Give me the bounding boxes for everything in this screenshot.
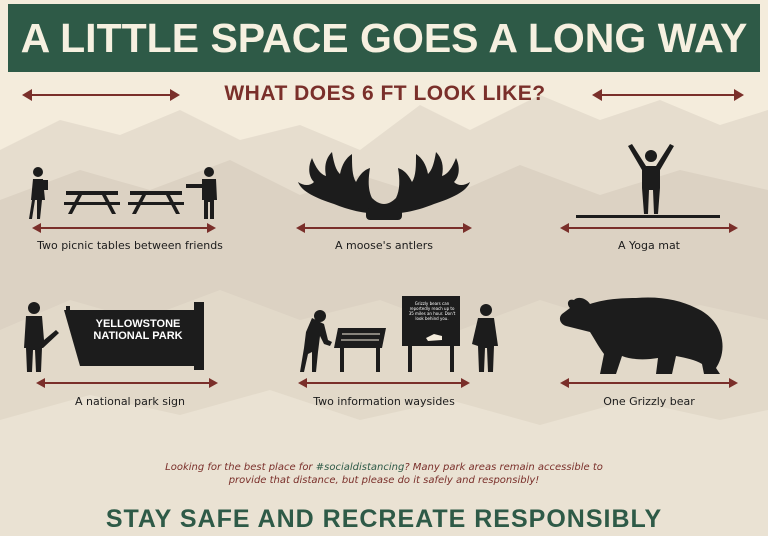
item-label-moose: A moose's antlers — [334, 239, 434, 252]
page-title: A LITTLE SPACE GOES A LONG WAY — [20, 15, 748, 61]
park-sign-text: YELLOWSTONE NATIONAL PARK — [93, 318, 183, 342]
item-label-yoga: A Yoga mat — [618, 239, 680, 252]
distance-arrow-4 — [36, 378, 218, 388]
item-label-picnic: Two picnic tables between friends — [37, 239, 223, 252]
subtitle-arrow-right — [592, 89, 744, 101]
title-banner: A LITTLE SPACE GOES A LONG WAY — [8, 4, 760, 72]
wayside-icon — [300, 296, 498, 372]
distance-arrow-6 — [560, 378, 738, 388]
note-text-after: ? Many park areas remain accessible to p… — [228, 462, 603, 486]
distance-arrow-1 — [32, 223, 216, 233]
distance-arrow-2 — [296, 223, 472, 233]
footer-slogan: STAY SAFE AND RECREATE RESPONSIBLY — [105, 505, 663, 533]
distance-arrow-5 — [298, 378, 470, 388]
picnic-tables-icon — [29, 167, 217, 219]
item-label-bear: One Grizzly bear — [603, 395, 695, 408]
grizzly-bear-icon — [559, 297, 723, 374]
hashtag-link: #socialdistancing — [315, 462, 405, 473]
item-label-sign: A national park sign — [75, 395, 185, 408]
park-sign-icon — [24, 302, 204, 372]
social-distancing-note: Looking for the best place for #socialdi… — [150, 461, 618, 487]
subtitle: WHAT DOES 6 FT LOOK LIKE? — [224, 82, 546, 105]
distance-arrow-3 — [560, 223, 738, 233]
subtitle-arrow-left — [22, 89, 180, 101]
item-label-waysides: Two information waysides — [313, 395, 455, 408]
moose-antlers-icon — [298, 152, 470, 220]
yoga-mat-icon — [576, 144, 720, 218]
note-text-before: Looking for the best place for — [165, 462, 316, 473]
wayside-panel-text: Grizzly bears can reportedly reach up to… — [408, 301, 456, 321]
